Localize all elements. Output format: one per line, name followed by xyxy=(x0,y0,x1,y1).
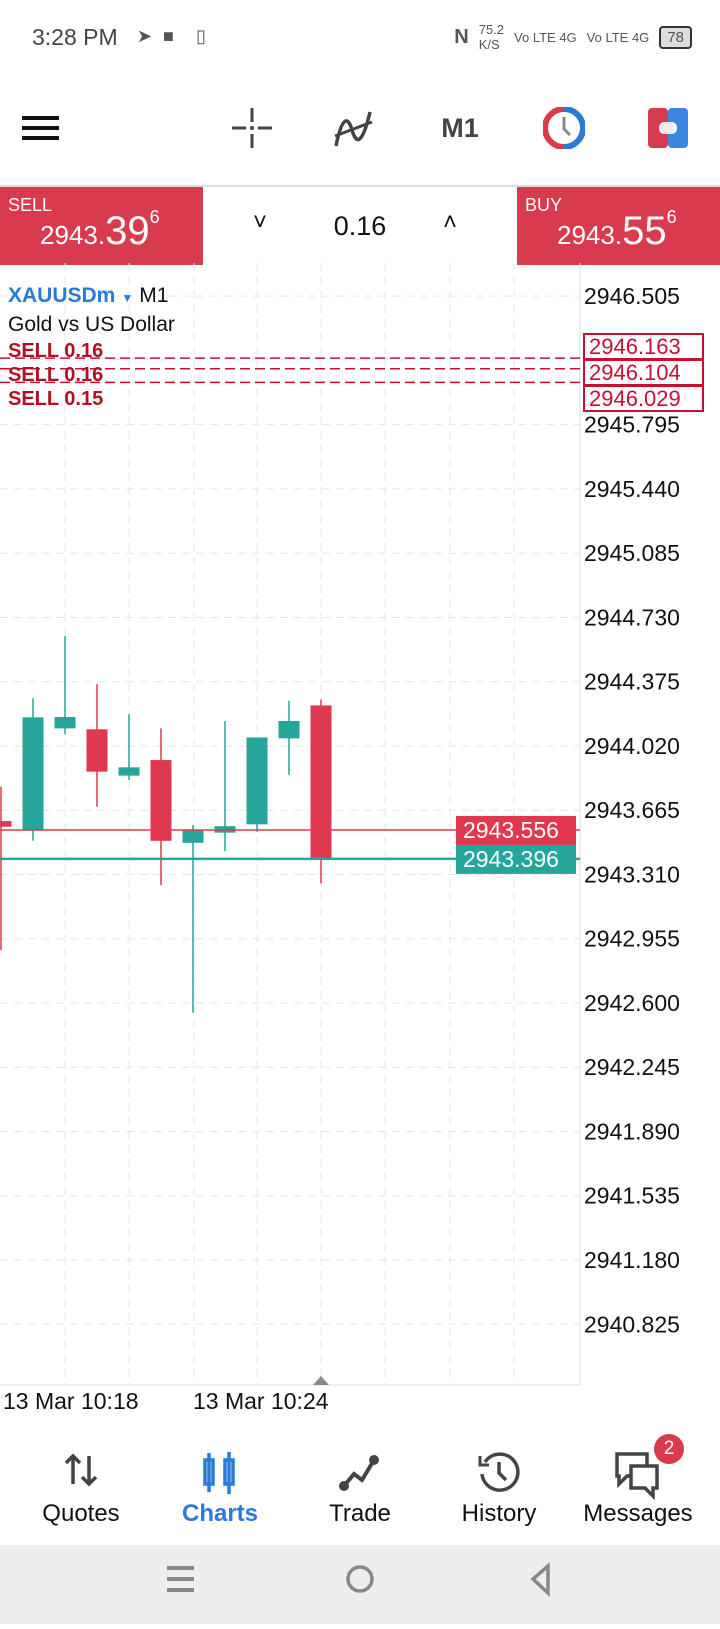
price-tick-label: 2940.825 xyxy=(584,1311,680,1337)
menu-icon[interactable] xyxy=(20,104,60,152)
one-click-toggle-icon[interactable] xyxy=(647,104,689,152)
nav-trade[interactable]: Trade xyxy=(290,1420,430,1545)
price-tick-label: 2945.795 xyxy=(584,412,680,438)
increase-volume-button[interactable]: ˄ xyxy=(443,209,458,236)
price-tick-label: 2941.535 xyxy=(584,1183,680,1209)
price-tick-label: 2944.730 xyxy=(584,604,680,630)
chat-icon xyxy=(568,1450,708,1501)
candle-bullish xyxy=(182,830,204,843)
candles-icon xyxy=(150,1450,290,1498)
nav-messages[interactable]: 2 Messages xyxy=(568,1420,708,1545)
status-bar: 3:28 PM ➤ ■ ▯ N 75.2 K/S Vo LTE 4G Vo LTE… xyxy=(0,0,720,78)
order-label: SELL 0.15 xyxy=(8,388,104,410)
order-price-label: 2946.104 xyxy=(589,360,681,385)
symbol-description: Gold vs US Dollar xyxy=(8,313,175,336)
sim2-signal: Vo LTE 4G xyxy=(586,29,650,45)
order-price-label: 2946.029 xyxy=(589,386,681,411)
order-price-tag xyxy=(583,359,704,386)
symbol-selector[interactable]: XAUUSDm ▼ M1 xyxy=(8,284,169,307)
price-tick-label: 2946.505 xyxy=(584,283,680,309)
trend-icon xyxy=(290,1450,430,1498)
bid-price-tag xyxy=(456,844,576,874)
order-price-tag xyxy=(583,385,704,412)
nav-charts[interactable]: Charts xyxy=(150,1420,290,1545)
order-label: SELL 0.16 xyxy=(8,364,104,386)
buy-button[interactable]: BUY 2943.556 xyxy=(517,187,720,265)
candle-bearish xyxy=(0,821,12,827)
arrows-updown-icon xyxy=(11,1450,151,1498)
current-bar-marker xyxy=(313,1376,329,1385)
net-speed: 75.2 K/S xyxy=(478,22,505,52)
candle-bullish xyxy=(118,767,140,776)
video-icon: ■ xyxy=(163,26,174,46)
trade-bar: SELL 2943.396 ˅ 0.16 ˄ BUY 2943.556 xyxy=(0,185,720,265)
decrease-volume-button[interactable]: ˅ xyxy=(253,209,268,236)
order-price-tag xyxy=(583,333,704,360)
price-tick-label: 2943.665 xyxy=(584,797,680,823)
crosshair-icon[interactable] xyxy=(228,104,276,152)
price-tick-label: 2941.890 xyxy=(584,1118,680,1144)
volume-input[interactable]: 0.16 xyxy=(333,211,387,241)
price-tick-label: 2942.245 xyxy=(584,1054,680,1080)
candle-bullish xyxy=(54,716,76,729)
candle-bearish xyxy=(310,705,332,860)
nfc-icon: N xyxy=(454,25,469,48)
volume-control: ˅ 0.16 ˄ xyxy=(203,187,517,265)
home-button[interactable] xyxy=(346,1565,374,1593)
order-price-label: 2946.163 xyxy=(589,334,681,359)
sell-button[interactable]: SELL 2943.396 xyxy=(0,187,203,265)
dropdown-icon: ▼ xyxy=(121,291,134,305)
time-axis-label: 13 Mar 10:18 xyxy=(3,1388,139,1414)
sim1-signal: Vo LTE 4G xyxy=(514,29,577,45)
price-tick-label: 2945.085 xyxy=(584,540,680,566)
ask-price-label: 2943.556 xyxy=(463,817,559,843)
price-tick-label: 2943.310 xyxy=(584,861,680,887)
price-tick-label: 2942.955 xyxy=(584,926,680,952)
nav-quotes[interactable]: Quotes xyxy=(11,1420,151,1545)
price-tick-label: 2941.180 xyxy=(584,1247,680,1273)
clock: 3:28 PM xyxy=(32,24,118,50)
candle-bearish xyxy=(150,760,172,841)
back-button[interactable] xyxy=(530,1562,550,1598)
sell-price: 2943.396 xyxy=(40,207,160,253)
nav-history[interactable]: History xyxy=(429,1420,569,1545)
alert-phone-icon: ▯ xyxy=(196,26,206,46)
price-chart[interactable]: 2946.505 2945.795 2945.440 2945.085 2944.730… xyxy=(0,263,720,1420)
system-nav-bar xyxy=(0,1545,720,1624)
price-tick-label: 2944.375 xyxy=(584,669,680,695)
bid-price-label: 2943.396 xyxy=(463,846,559,872)
indicators-icon[interactable] xyxy=(330,104,378,152)
buy-price: 2943.556 xyxy=(557,207,677,253)
candle-bullish xyxy=(278,720,300,739)
candle-bearish xyxy=(86,729,108,772)
order-label: SELL 0.16 xyxy=(8,340,104,362)
candle-bullish xyxy=(22,717,44,831)
time-axis-label: 13 Mar 10:24 xyxy=(193,1388,329,1414)
telegram-icon: ➤ xyxy=(137,26,153,46)
price-tick-label: 2944.020 xyxy=(584,733,680,759)
price-tick-label: 2942.600 xyxy=(584,990,680,1016)
clock-icon[interactable] xyxy=(540,104,588,152)
battery-icon: 78 xyxy=(659,25,692,49)
recents-button[interactable] xyxy=(167,1566,194,1592)
ask-price-tag xyxy=(456,815,576,845)
price-tick-label: 2945.440 xyxy=(584,476,680,502)
timeframe-button[interactable]: M1 xyxy=(441,112,479,143)
history-icon xyxy=(429,1450,569,1498)
unread-badge: 2 xyxy=(654,1434,684,1464)
bottom-nav: Quotes Charts Trade History 2 Messages xyxy=(0,1420,720,1545)
candle-bullish xyxy=(246,737,268,825)
